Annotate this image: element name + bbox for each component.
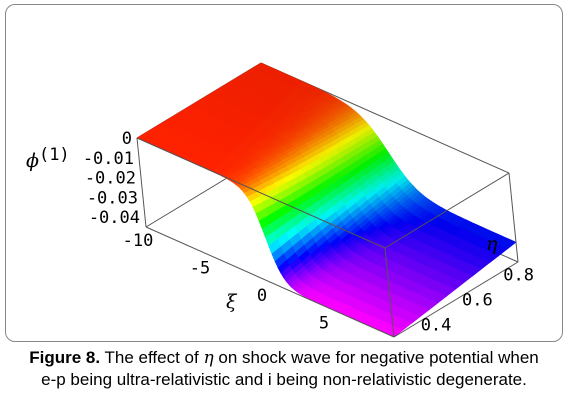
box-back-edge-5 <box>136 137 147 228</box>
figure-number: Figure 8. <box>29 348 101 367</box>
figure-caption: Figure 8. The effect of η on shock wave … <box>0 347 568 390</box>
box-front-edge-3 <box>136 137 386 249</box>
z-tick-label: 0 <box>122 129 132 149</box>
x-tick-label: -10 <box>123 231 154 251</box>
caption-eta-symbol: η <box>203 348 214 368</box>
surface-mesh <box>136 62 517 338</box>
z-tick-label: -0.04 <box>89 208 140 228</box>
box-front-edge-1 <box>393 261 519 338</box>
z-tick-label: -0.02 <box>85 169 136 189</box>
z-tick-label: -0.01 <box>83 149 134 169</box>
y-tick-label: 0.6 <box>462 291 493 311</box>
tick-labels: 0-0.01-0.02-0.03-0.04-10-505100.40.60.8 <box>83 129 534 336</box>
y-axis-label: η <box>486 233 498 255</box>
box-front-edge-5 <box>508 172 519 263</box>
z-tick-label: -0.03 <box>87 188 138 208</box>
caption-text-before: The effect of <box>100 348 204 367</box>
box-front-edge-4 <box>384 172 510 249</box>
x-tick-label: 5 <box>319 314 329 334</box>
figure-frame: 0-0.01-0.02-0.03-0.04-10-505100.40.60.8 … <box>5 4 563 342</box>
z-axis-label: ϕ(1) <box>26 145 70 172</box>
y-tick-label: 0.8 <box>503 266 534 286</box>
caption-line-2: e-p being ultra-relativistic and i being… <box>41 370 527 389</box>
x-axis-label: ξ <box>226 291 238 313</box>
caption-text-after: on shock wave for negative potential whe… <box>213 348 539 367</box>
box-front-edge-2 <box>384 247 395 338</box>
box-front-edges <box>136 137 519 338</box>
x-tick-label: 0 <box>257 286 267 306</box>
box-front-edge-0 <box>145 226 395 338</box>
x-tick-label: -5 <box>190 259 210 279</box>
y-tick-label: 0.4 <box>421 316 452 336</box>
surface-plot: 0-0.01-0.02-0.03-0.04-10-505100.40.60.8 … <box>26 62 534 338</box>
